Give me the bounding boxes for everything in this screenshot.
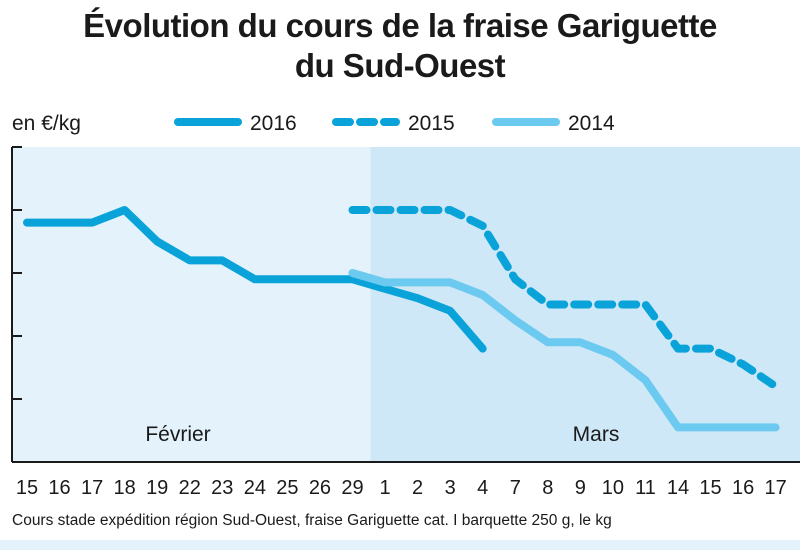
x-tick-label: 19 bbox=[146, 477, 168, 499]
period-background-1 bbox=[12, 147, 371, 462]
chart-title: Évolution du cours de la fraise Gariguet… bbox=[0, 6, 800, 86]
chart-title-line-1: Évolution du cours de la fraise Gariguet… bbox=[83, 7, 717, 44]
bottom-band bbox=[0, 540, 800, 550]
x-tick-label: 2 bbox=[412, 477, 423, 499]
y-axis-label: en €/kg bbox=[12, 112, 81, 135]
chart-footnote: Cours stade expédition région Sud-Ouest,… bbox=[12, 512, 612, 529]
series-line-2014 bbox=[348, 269, 780, 432]
x-tick-label: 26 bbox=[309, 477, 331, 499]
legend-label-2016: 2016 bbox=[250, 112, 297, 135]
x-tick-label: 17 bbox=[81, 477, 103, 499]
series-line-2015 bbox=[348, 206, 780, 391]
chart-title-line-2: du Sud-Ouest bbox=[294, 47, 506, 84]
x-tick-label: 14 bbox=[667, 477, 689, 499]
x-tick-label: 24 bbox=[244, 477, 266, 499]
legend-label-2015: 2015 bbox=[408, 112, 455, 135]
x-tick-label: 4 bbox=[477, 477, 488, 499]
x-tick-label: 8 bbox=[542, 477, 553, 499]
x-tick-label: 18 bbox=[114, 477, 136, 499]
x-tick-label: 29 bbox=[341, 477, 363, 499]
x-tick-label: 15 bbox=[699, 477, 721, 499]
x-tick-label: 10 bbox=[602, 477, 624, 499]
x-tick-label: 1 bbox=[379, 477, 390, 499]
x-tick-label: 16 bbox=[732, 477, 754, 499]
x-tick-label: 25 bbox=[276, 477, 298, 499]
x-tick-label: 3 bbox=[445, 477, 456, 499]
x-tick-label: 17 bbox=[765, 477, 787, 499]
x-tick-label: 9 bbox=[575, 477, 586, 499]
x-tick-label: 11 bbox=[635, 477, 656, 499]
period-label: Mars bbox=[573, 423, 620, 446]
series-line-2016 bbox=[23, 206, 487, 353]
x-tick-label: 22 bbox=[179, 477, 201, 499]
x-tick-label: 23 bbox=[211, 477, 233, 499]
x-tick-label: 16 bbox=[48, 477, 70, 499]
x-tick-label: 15 bbox=[16, 477, 38, 499]
period-label: Février bbox=[145, 423, 210, 446]
legend-label-2014: 2014 bbox=[568, 112, 615, 135]
x-tick-label: 7 bbox=[510, 477, 521, 499]
